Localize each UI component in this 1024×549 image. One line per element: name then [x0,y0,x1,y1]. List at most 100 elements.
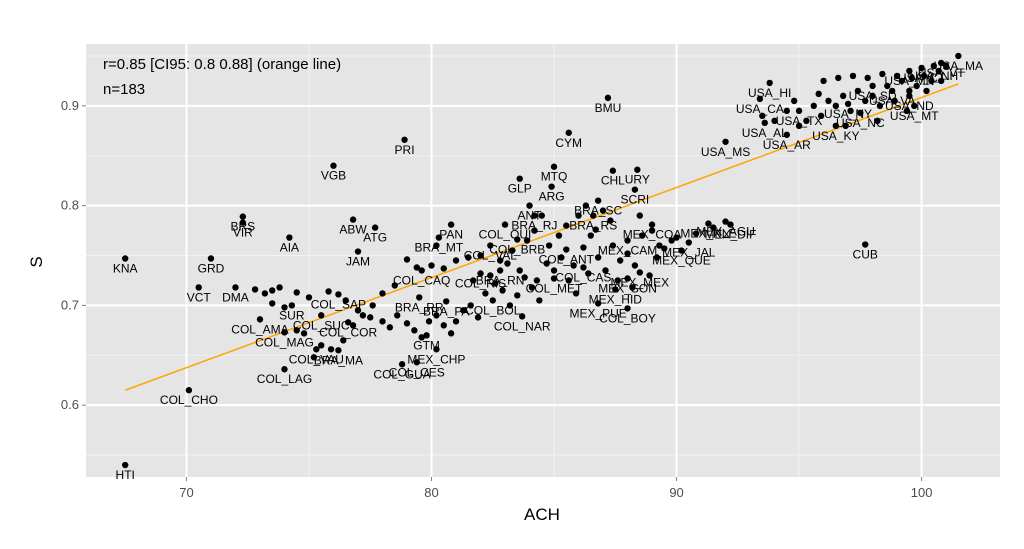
data-point [602,267,609,274]
data-point [609,167,617,174]
points-layer [122,52,962,469]
data-point [335,347,342,354]
data-point [636,212,643,219]
data-point-label: USA_MA [934,59,983,73]
data-point [563,222,570,229]
data-point [433,242,440,249]
data-point [514,236,521,243]
data-point [528,284,536,291]
data-point [820,77,827,85]
data-point [653,254,661,261]
data-point [639,232,646,239]
data-point [862,97,869,105]
data-point [413,359,421,366]
data-point-label: GLP [508,182,532,196]
data-point [354,248,362,255]
data-point [538,212,545,219]
data-point [631,186,639,193]
data-point [492,280,499,287]
data-point-label: COL_MET [526,281,583,295]
data-point [705,220,712,227]
data-point [668,237,675,244]
data-point [293,289,300,296]
data-point-label: COL_VAL [464,249,517,263]
data-point [891,97,898,105]
data-point [756,95,764,103]
data-point-label: USA_KY [812,129,859,143]
data-point [634,166,641,173]
data-point [418,267,425,274]
data-point-label: AIA [280,241,299,255]
data-point [906,67,913,75]
data-point [955,52,962,60]
data-point [898,77,906,85]
data-point [548,183,555,190]
data-point [433,312,440,319]
data-point-label: MTQ [541,170,568,184]
grid-minor [86,44,1000,477]
data-point-label: URY [625,173,650,187]
data-point [452,318,460,325]
data-point [531,212,538,219]
data-point [531,227,538,234]
data-point [460,307,467,314]
data-point [842,122,849,130]
data-point [918,64,925,72]
fit-line-layer [124,83,959,391]
data-point [876,102,884,110]
data-point [710,224,717,231]
data-point-label: COL_MAG [255,335,314,349]
data-point [354,307,362,314]
data-point [854,87,862,95]
x-tick-label: 100 [911,485,933,500]
data-point [594,197,602,204]
y-axis-title: S [27,256,46,267]
data-point [122,255,129,262]
y-tick-label: 0.8 [61,198,79,213]
data-point [487,272,494,279]
y-tick-label: 0.6 [61,397,79,412]
data-point [857,109,864,117]
data-point [318,342,325,349]
data-point [545,242,553,249]
data-point [423,332,430,339]
data-point [440,265,447,272]
data-point-label: BRA_RN [476,273,525,287]
data-point [499,287,506,294]
data-point-label: BRS [230,220,255,234]
data-point-label: MEX_PUE [569,306,626,320]
data-point-label: MEX_COA [623,228,682,242]
data-point-label: BRA_MA [314,353,363,367]
data-point-label: BRA_RJ [511,219,557,233]
data-point [810,102,817,110]
data-point [340,337,347,344]
data-point [673,234,680,241]
data-point-label: USA_ND [885,99,934,113]
data-point [879,70,886,78]
data-point [722,218,729,225]
data-point [616,257,624,264]
data-point [678,247,685,254]
data-point-label: MEX_MEX [610,275,669,289]
data-point [646,272,653,279]
data-point [550,163,558,170]
data-point [516,267,523,274]
data-point [609,242,617,249]
data-point-label: BRA_RR [395,300,444,314]
data-point [771,117,778,125]
data-point-label: MEX_AGU [696,225,755,239]
data-point [496,267,504,274]
data-point-label: HTI [116,468,135,482]
data-point [570,262,577,269]
data-point [783,107,791,115]
data-point [195,284,202,291]
data-point [906,92,913,100]
data-point [300,330,308,337]
data-point [369,302,376,309]
data-point [305,294,313,301]
data-point [428,262,435,269]
data-point [607,217,614,224]
data-point-label: MEX_QUE [652,254,711,268]
data-point [558,254,565,261]
data-point [401,136,408,143]
